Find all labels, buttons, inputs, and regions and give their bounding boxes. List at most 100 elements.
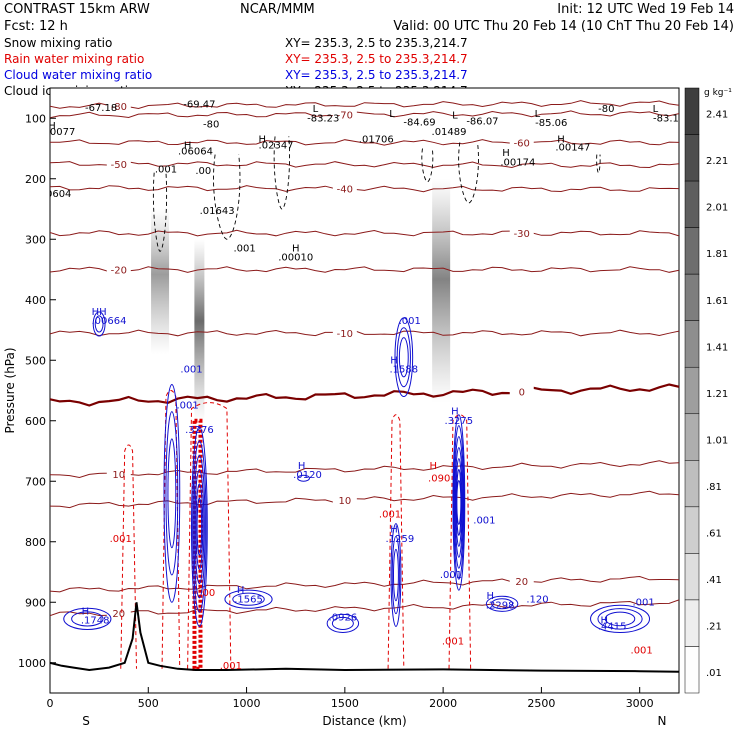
temperature-label: -40 [337,185,353,196]
temperature-contour [50,490,679,509]
colorbar-swatch [684,366,700,415]
cloud-water-label: .001 [176,401,198,412]
x-tick-label: 1000 [233,697,261,710]
rain-contour-3 [387,414,405,669]
x-axis-label: Distance (km) [322,714,406,728]
black-contour-label: H [259,134,267,145]
snow-column-2 [432,178,451,403]
black-contour-label: L [313,104,319,115]
colorbar-unit: g kg⁻¹ [704,88,732,98]
cloud-ice-contour-1 [213,154,241,240]
black-contour-label: L [653,104,659,115]
black-contour-label: -86.07 [466,116,498,127]
snow-shading [151,178,451,421]
black-contour-label: -80 [203,119,219,130]
temperature-label: 10 [338,496,351,507]
y-axis-label: Pressure (hPa) [3,347,17,433]
cloud-water-label: .001 [632,597,654,608]
black-contour-label: .00174 [500,157,535,168]
cloud-water-contour [195,483,204,570]
black-contour-label: L [389,109,395,120]
legend-rain: Rain water mixing ratio [4,52,144,66]
colorbar-swatch [684,134,700,182]
cloud-water-contour [232,592,265,606]
x-tick-label: 0 [47,697,54,710]
colorbar-label: .61 [706,528,722,539]
colorbar-swatch [684,646,700,694]
temperature-label-bg [106,157,131,169]
temperature-label-bg [106,467,131,479]
cloud-water-label: .3276 [185,425,214,436]
temperature-label-bg [332,108,357,120]
cloud-water-label: H [82,606,90,617]
temperature-label: -20 [111,266,127,277]
black-contour-label: .001 [233,243,255,254]
colorbar-label: 2.41 [706,110,728,121]
cloud-water-label: .001 [440,570,462,581]
black-contour-label: H [48,121,56,132]
rain-label: .001 [442,637,464,648]
y-tick-label: 600 [25,415,46,428]
rain-contours [120,390,472,671]
black-contour-label: .01706 [359,134,394,145]
black-contour-label: .02347 [259,141,294,152]
black-contour-label: -69.47 [183,99,215,110]
plot-layers: -80 -70 -60 -50 -40 -30 -20 -10 0 10 10 20 20 -67.18… [48,99,679,673]
x-tick-label: 500 [138,697,159,710]
rain-contour-2 [187,402,232,669]
cloud-water-contour [590,604,651,634]
y-tick-label: 300 [25,233,46,246]
cloud-water-label: HH [92,307,107,318]
cloud-water-contour [390,523,402,627]
cloud-water-contour [194,469,205,585]
temperature-label-bg [509,136,534,148]
colorbar-label: 1.01 [706,435,728,446]
cloud-water-contour [396,327,411,388]
cloud-ice-contour-0 [152,172,168,252]
model-title: CONTRAST 15km ARW [4,2,150,17]
temperature-contour [50,329,679,337]
cloud-water-contour [604,611,636,627]
colorbar-label: 2.21 [706,156,728,167]
cloud-water-contour [92,311,106,337]
cloud-water-contour [326,613,360,633]
snow-column-0 [151,209,170,355]
temperature-contour [50,575,679,593]
cloud-ice-contour-3 [458,142,479,204]
cloud-water-contour [453,436,464,569]
xy-cloud-water: XY= 235.3, 2.5 to 235.3,214.7 [285,68,468,82]
temperature-contour [50,100,679,110]
temperature-contour [50,599,679,617]
colorbar-swatch [684,87,700,135]
temperature-label: -70 [337,110,353,121]
black-contour-label: -80 [598,104,614,115]
temperature-label: -60 [514,138,530,149]
colorbar-swatch [684,599,700,647]
cloud-water-contour [191,426,208,627]
temperature-label-bg [332,493,357,505]
cloud-water-label: .1748 [81,615,110,626]
cloud-water-contour [491,598,514,610]
cloud-water-contour [485,595,519,612]
colorbar-swatch [684,553,700,601]
rain-core-column [192,418,203,671]
black-contour-label: L [535,109,541,120]
cloud-water-contour [452,414,466,591]
y-tick-label: 800 [25,536,46,549]
cloud-water-label: .1259 [386,534,415,545]
temperature-label: -50 [111,160,127,171]
black-contour-label: -84.69 [403,118,435,129]
temperature-contour [50,161,679,169]
y-tick-label: 500 [25,354,46,367]
valid-time: Valid: 00 UTC Thu 20 Feb 14 (10 ChT Thu … [393,19,734,34]
colorbar-label: .81 [706,482,722,493]
temperature-label: -80 [111,102,127,113]
xy-rain: XY= 235.3, 2.5 to 235.3,214.7 [285,52,468,66]
temperature-contour [50,139,679,146]
cloud-water-label: .00664 [91,316,126,327]
temperature-label-bg [332,182,357,194]
cloud-ice-contours [152,136,601,252]
x-tick-label: 2500 [527,697,555,710]
colorbar-label: 1.81 [706,249,728,260]
